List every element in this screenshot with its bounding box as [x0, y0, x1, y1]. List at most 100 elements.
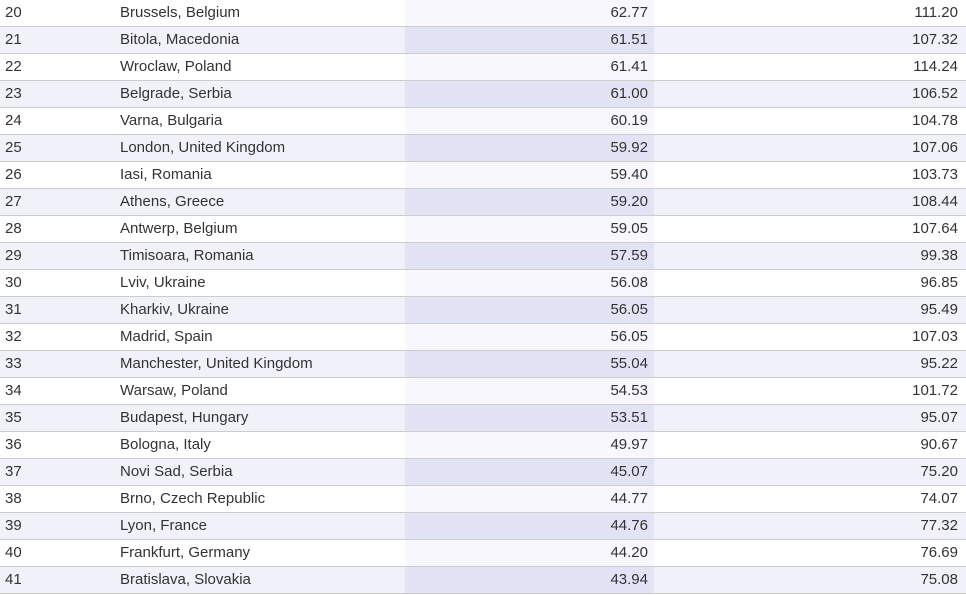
primary-index-value-cell: 44.20	[405, 540, 654, 566]
city-cell: Athens, Greece	[120, 193, 225, 210]
table-row: 20 Brussels, Belgium 62.77 111.20	[0, 0, 966, 27]
city-cell: Timisoara, Romania	[120, 247, 254, 264]
primary-index-value-cell: 54.53	[405, 378, 654, 404]
rank-cell: 26	[5, 166, 22, 183]
secondary-index-value-cell: 95.07	[920, 409, 958, 426]
primary-index-value-cell: 56.05	[405, 297, 654, 323]
primary-index-value-cell: 56.08	[405, 270, 654, 296]
primary-index-value-cell: 44.76	[405, 513, 654, 539]
primary-index-value-cell: 59.05	[405, 216, 654, 242]
rank-cell: 40	[5, 544, 22, 561]
primary-index-value-cell: 45.07	[405, 459, 654, 485]
secondary-index-value-cell: 75.20	[920, 463, 958, 480]
secondary-index-value-cell: 103.73	[912, 166, 958, 183]
secondary-index-value-cell: 107.06	[912, 139, 958, 156]
table-row: 37 Novi Sad, Serbia 45.07 75.20	[0, 459, 966, 486]
primary-index-value-cell: 62.77	[405, 0, 654, 26]
secondary-index-value-cell: 96.85	[920, 274, 958, 291]
rank-cell: 33	[5, 355, 22, 372]
secondary-index-value-cell: 95.22	[920, 355, 958, 372]
table-row: 21 Bitola, Macedonia 61.51 107.32	[0, 27, 966, 54]
secondary-index-value-cell: 95.49	[920, 301, 958, 318]
primary-index-value-cell: 61.41	[405, 54, 654, 80]
table-row: 36 Bologna, Italy 49.97 90.67	[0, 432, 966, 459]
table-row: 28 Antwerp, Belgium 59.05 107.64	[0, 216, 966, 243]
primary-index-value-cell: 55.04	[405, 351, 654, 377]
rank-cell: 41	[5, 571, 22, 588]
table-row: 24 Varna, Bulgaria 60.19 104.78	[0, 108, 966, 135]
table-row: 22 Wroclaw, Poland 61.41 114.24	[0, 54, 966, 81]
secondary-index-value-cell: 77.32	[920, 517, 958, 534]
city-cell: Madrid, Spain	[120, 328, 213, 345]
city-cell: London, United Kingdom	[120, 139, 286, 156]
primary-index-value-cell: 53.51	[405, 405, 654, 431]
city-cell: Budapest, Hungary	[120, 409, 249, 426]
city-cell: Brussels, Belgium	[120, 4, 241, 21]
primary-index-value-cell: 43.94	[405, 567, 654, 593]
rank-cell: 36	[5, 436, 22, 453]
table-row: 38 Brno, Czech Republic 44.77 74.07	[0, 486, 966, 513]
primary-index-value-cell: 56.05	[405, 324, 654, 350]
city-cell: Iasi, Romania	[120, 166, 212, 183]
table-row: 26 Iasi, Romania 59.40 103.73	[0, 162, 966, 189]
primary-index-value-cell: 44.77	[405, 486, 654, 512]
city-cell: Antwerp, Belgium	[120, 220, 238, 237]
secondary-index-value-cell: 99.38	[920, 247, 958, 264]
primary-index-value-cell: 59.40	[405, 162, 654, 188]
secondary-index-value-cell: 104.78	[912, 112, 958, 129]
secondary-index-value-cell: 108.44	[912, 193, 958, 210]
table-row: 33 Manchester, United Kingdom 55.04 95.2…	[0, 351, 966, 378]
secondary-index-value-cell: 75.08	[920, 571, 958, 588]
primary-index-value-cell: 57.59	[405, 243, 654, 269]
rank-cell: 28	[5, 220, 22, 237]
city-cell: Kharkiv, Ukraine	[120, 301, 229, 318]
city-cell: Lyon, France	[120, 517, 207, 534]
rank-cell: 30	[5, 274, 22, 291]
table-row: 27 Athens, Greece 59.20 108.44	[0, 189, 966, 216]
city-cell: Bologna, Italy	[120, 436, 211, 453]
city-cell: Lviv, Ukraine	[120, 274, 206, 291]
rank-cell: 24	[5, 112, 22, 129]
table-row: 35 Budapest, Hungary 53.51 95.07	[0, 405, 966, 432]
table-row: 30 Lviv, Ukraine 56.08 96.85	[0, 270, 966, 297]
city-cell: Novi Sad, Serbia	[120, 463, 233, 480]
table-row: 41 Bratislava, Slovakia 43.94 75.08	[0, 567, 966, 594]
city-cell: Manchester, United Kingdom	[120, 355, 313, 372]
city-cell: Bitola, Macedonia	[120, 31, 240, 48]
rank-cell: 39	[5, 517, 22, 534]
table-row: 29 Timisoara, Romania 57.59 99.38	[0, 243, 966, 270]
rank-cell: 32	[5, 328, 22, 345]
rank-cell: 37	[5, 463, 22, 480]
secondary-index-value-cell: 114.24	[913, 58, 958, 75]
rank-cell: 27	[5, 193, 22, 210]
secondary-index-value-cell: 111.20	[914, 4, 958, 21]
secondary-index-value-cell: 101.72	[912, 382, 958, 399]
primary-index-value-cell: 61.51	[405, 27, 654, 53]
primary-index-value-cell: 59.20	[405, 189, 654, 215]
city-cell: Varna, Bulgaria	[120, 112, 223, 129]
rank-cell: 31	[5, 301, 22, 318]
rank-cell: 34	[5, 382, 22, 399]
secondary-index-value-cell: 107.64	[912, 220, 958, 237]
secondary-index-value-cell: 107.03	[912, 328, 958, 345]
primary-index-value-cell: 59.92	[405, 135, 654, 161]
rank-cell: 35	[5, 409, 22, 426]
table-row: 31 Kharkiv, Ukraine 56.05 95.49	[0, 297, 966, 324]
table-row: 39 Lyon, France 44.76 77.32	[0, 513, 966, 540]
table-row: 23 Belgrade, Serbia 61.00 106.52	[0, 81, 966, 108]
secondary-index-value-cell: 90.67	[920, 436, 958, 453]
city-cell: Warsaw, Poland	[120, 382, 228, 399]
secondary-index-value-cell: 76.69	[920, 544, 958, 561]
rank-cell: 25	[5, 139, 22, 156]
rank-cell: 20	[5, 4, 22, 21]
city-cell: Wroclaw, Poland	[120, 58, 232, 75]
table-row: 34 Warsaw, Poland 54.53 101.72	[0, 378, 966, 405]
secondary-index-value-cell: 106.52	[912, 85, 958, 102]
table-row: 40 Frankfurt, Germany 44.20 76.69	[0, 540, 966, 567]
city-cell: Belgrade, Serbia	[120, 85, 232, 102]
rank-cell: 38	[5, 490, 22, 507]
city-cell: Frankfurt, Germany	[120, 544, 251, 561]
secondary-index-value-cell: 74.07	[920, 490, 958, 507]
primary-index-value-cell: 60.19	[405, 108, 654, 134]
